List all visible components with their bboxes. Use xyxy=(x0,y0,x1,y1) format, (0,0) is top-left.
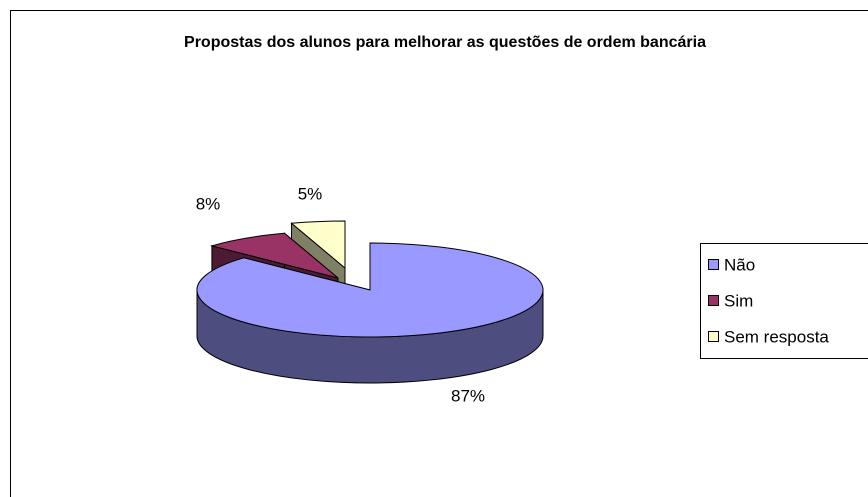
slice xyxy=(209,232,339,279)
legend-swatch xyxy=(708,331,719,342)
legend-swatch xyxy=(708,259,719,270)
slice xyxy=(196,242,544,338)
legend-label: Sem resposta xyxy=(724,327,829,346)
data-label: 5% xyxy=(298,184,323,203)
legend-label: Sim xyxy=(724,291,753,310)
legend-swatch xyxy=(708,295,719,306)
slice xyxy=(290,220,346,270)
data-label: 8% xyxy=(196,194,221,213)
data-label: 87% xyxy=(451,386,485,405)
legend-box xyxy=(700,243,868,359)
chart-title: Propostas dos alunos para melhorar as qu… xyxy=(184,34,706,51)
legend-label: Não xyxy=(724,255,755,274)
